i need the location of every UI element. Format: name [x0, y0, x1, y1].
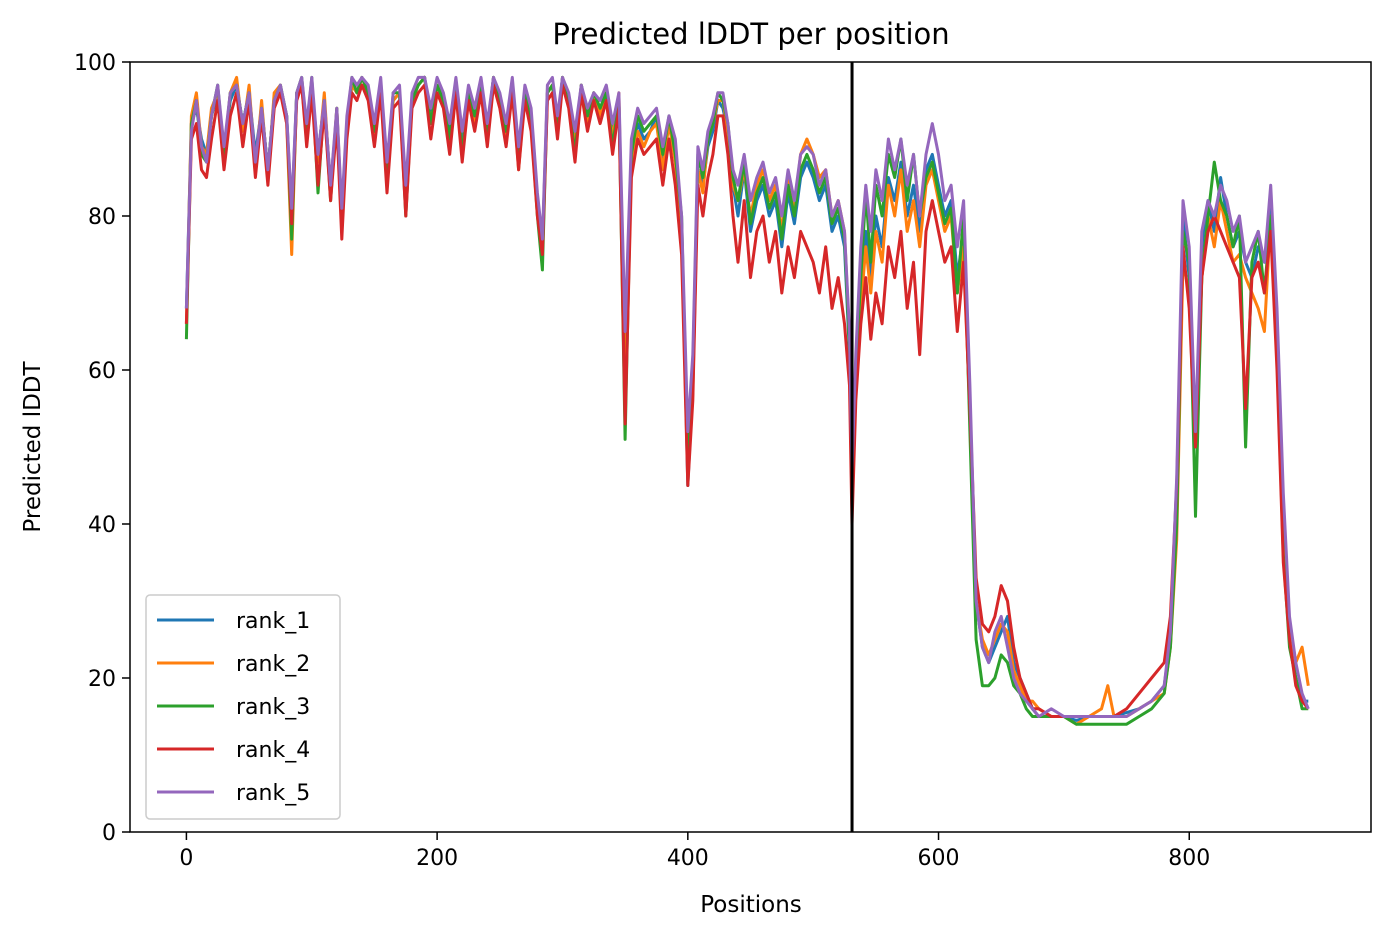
legend-label-rank-5: rank_5: [236, 781, 310, 806]
y-axis-label: Predicted lDDT: [20, 360, 46, 532]
x-tick-label: 800: [1168, 846, 1210, 871]
x-tick-label: 600: [918, 846, 960, 871]
plot-frame: [129, 61, 1372, 833]
x-tick-label: 200: [416, 846, 458, 871]
series-line-rank-5: [184, 75, 1310, 718]
x-axis-label: Positions: [700, 892, 802, 918]
chart-title: Predicted lDDT per position: [552, 17, 949, 51]
series-layer: [184, 75, 1310, 726]
legend-items: rank_1 rank_2 rank_3 rank_4 rank_5: [157, 609, 310, 806]
plot-area: [129, 61, 1372, 833]
y-tick-label: 20: [88, 667, 116, 692]
x-axis: 0 200 400 600 800: [179, 832, 1210, 871]
y-tick-label: 0: [102, 821, 116, 846]
x-tick-label: 0: [179, 846, 193, 871]
y-tick-label: 80: [88, 205, 116, 230]
legend-label-rank-4: rank_4: [236, 738, 310, 763]
y-axis: 0 20 40 60 80 100: [74, 51, 130, 846]
y-tick-label: 60: [88, 359, 116, 384]
legend-box: [145, 594, 341, 820]
legend: rank_1 rank_2 rank_3 rank_4 rank_5: [145, 594, 341, 820]
legend-label-rank-2: rank_2: [236, 652, 310, 677]
legend-label-rank-3: rank_3: [236, 695, 310, 720]
series-line-rank-3: [184, 75, 1309, 726]
y-tick-label: 40: [88, 513, 116, 538]
legend-label-rank-1: rank_1: [236, 609, 310, 634]
x-tick-label: 400: [667, 846, 709, 871]
y-tick-label: 100: [74, 51, 116, 76]
